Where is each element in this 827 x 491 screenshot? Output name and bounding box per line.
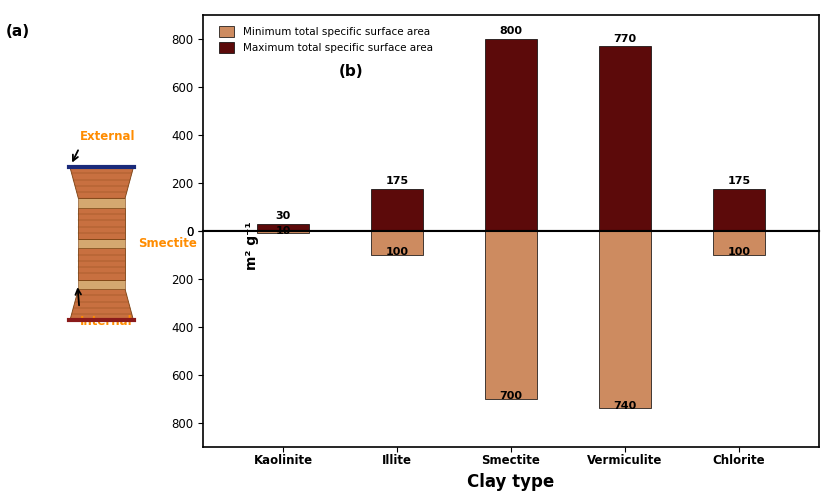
Text: 740: 740 <box>614 401 637 411</box>
Text: 175: 175 <box>385 176 409 187</box>
Polygon shape <box>79 198 125 208</box>
Bar <box>713 189 765 231</box>
Text: 600-700: 600-700 <box>487 257 535 267</box>
Text: 100-175: 100-175 <box>715 240 762 250</box>
Bar <box>600 46 651 231</box>
Text: 40-70: 40-70 <box>608 240 642 250</box>
Legend: Minimum total specific surface area, Maximum total specific surface area: Minimum total specific surface area, Max… <box>214 22 437 57</box>
Polygon shape <box>79 239 125 248</box>
Text: (a): (a) <box>6 25 30 39</box>
Text: 10-30: 10-30 <box>266 240 299 250</box>
Polygon shape <box>79 248 125 279</box>
Text: m² g⁻¹: m² g⁻¹ <box>246 221 259 270</box>
Text: 700: 700 <box>500 391 523 401</box>
Bar <box>371 189 423 231</box>
Text: External: External <box>208 240 257 250</box>
Polygon shape <box>70 167 133 198</box>
Bar <box>485 231 537 399</box>
Text: Internal: Internal <box>208 257 255 267</box>
Text: 100: 100 <box>385 247 409 257</box>
Bar <box>713 231 765 255</box>
Text: (b): (b) <box>338 64 363 80</box>
Text: 100: 100 <box>728 247 750 257</box>
Bar <box>371 231 423 255</box>
Text: 700: 700 <box>614 257 636 267</box>
Text: -: - <box>737 257 741 267</box>
Bar <box>485 39 537 231</box>
Polygon shape <box>79 279 125 289</box>
Text: 770: 770 <box>614 33 637 44</box>
Polygon shape <box>70 289 133 320</box>
Text: 80-120: 80-120 <box>377 240 417 250</box>
Text: 10: 10 <box>275 225 290 236</box>
Text: 80: 80 <box>504 240 519 250</box>
X-axis label: Clay type: Clay type <box>467 473 555 491</box>
Bar <box>600 231 651 409</box>
Text: Smectite: Smectite <box>138 237 197 250</box>
Text: 175: 175 <box>728 176 750 187</box>
Bar <box>257 231 308 233</box>
Polygon shape <box>79 208 125 239</box>
Text: 0: 0 <box>280 257 287 267</box>
Text: External: External <box>80 131 136 143</box>
Text: 800: 800 <box>500 27 523 36</box>
Text: Internal: Internal <box>80 315 133 327</box>
Text: 20-55: 20-55 <box>380 257 414 267</box>
Text: 30: 30 <box>275 211 290 221</box>
Bar <box>257 223 308 231</box>
